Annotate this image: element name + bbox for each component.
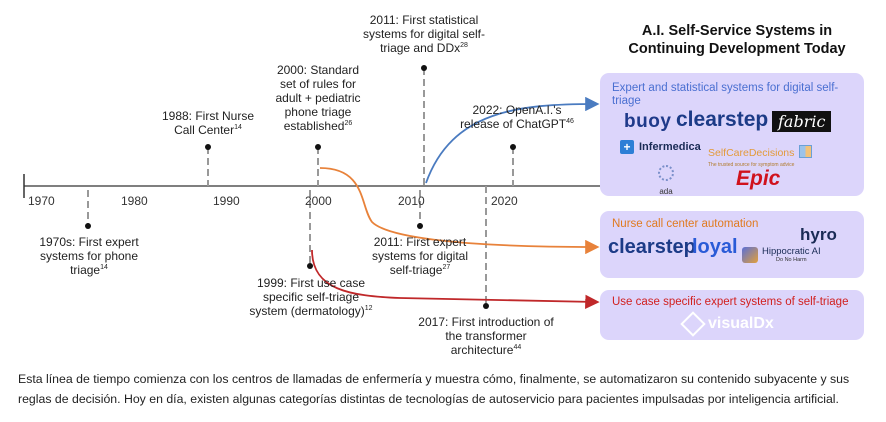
dot-1988 (205, 144, 211, 150)
event-ref: 14 (234, 124, 242, 131)
panel-digital-self-triage: Expert and statistical systems for digit… (600, 73, 864, 196)
ada-label: ada (659, 187, 673, 196)
hippocratic-icon (742, 246, 758, 263)
event-ref: 44 (513, 344, 522, 351)
hippocratic-label: Hippocratic AI (762, 246, 821, 257)
event-ref: 27 (442, 264, 451, 271)
visualdx-label: visualDx (708, 315, 774, 332)
timeline-diagram: 1970 1980 1990 2000 2010 2020 1970s: Fir… (23, 13, 864, 357)
event-ref: 26 (344, 120, 353, 127)
scd-label: SelfCareDecisions (708, 147, 795, 159)
clearstep-logo: clearstep (676, 108, 769, 131)
fabric-logo: fabric (772, 111, 832, 132)
event-1999: 1999: First use case specific self-triag… (248, 276, 374, 318)
year-label: 2010 (398, 194, 425, 208)
panel-label: Nurse call center automation (612, 218, 759, 230)
buoy-logo: buoy (624, 111, 672, 132)
hippocratic-tagline: Do No Harm (776, 257, 807, 263)
event-2011a: 2011: First statistical systems for digi… (362, 13, 486, 55)
event-text: 2011: First expert systems for digital s… (371, 235, 469, 277)
panel-use-case-specific: Use case specific expert systems of self… (600, 290, 864, 340)
dot-2017 (483, 303, 489, 309)
hippocratic-logo: Hippocratic AI Do No Harm (742, 246, 821, 263)
year-label: 2020 (491, 194, 518, 208)
infermedica-label: Infermedica (639, 141, 701, 153)
blue-arrow (425, 96, 600, 184)
event-1970s: 1970s: First expert systems for phone tr… (30, 235, 148, 277)
visualdx-logo: visualDx (680, 311, 774, 337)
timeline-graphics (23, 65, 600, 309)
event-text: 2017: First introduction of the transfor… (418, 315, 554, 357)
panel-label: Use case specific expert systems of self… (612, 296, 849, 308)
event-text: 2011: First statistical systems for digi… (362, 13, 486, 55)
epic-logo: Epic (736, 167, 781, 190)
event-text: 1988: First Nurse Call Center (161, 109, 255, 137)
figure-caption: Esta línea de tiempo comienza con los ce… (18, 372, 850, 406)
event-text: 1970s: First expert systems for phone tr… (39, 235, 139, 277)
ada-logo: ada (658, 165, 674, 199)
event-ref: 46 (566, 118, 574, 125)
visualdx-icon (680, 311, 706, 337)
scd-grid-icon (798, 145, 812, 159)
event-2017: 2017: First introduction of the transfor… (412, 315, 560, 357)
year-label: 1970 (28, 194, 55, 208)
scd-tagline: The trusted source for symptom advice (708, 162, 795, 168)
infermedica-logo: + Infermedica (620, 140, 701, 154)
dot-1970s (85, 223, 91, 229)
diagram-title: A.I. Self-Service Systems in Continuing … (628, 23, 846, 57)
ada-icon (658, 165, 674, 181)
year-label: 1990 (213, 194, 240, 208)
year-label: 2000 (305, 194, 332, 208)
orange-arrow (319, 167, 600, 255)
event-1988: 1988: First Nurse Call Center14 (150, 109, 266, 137)
event-ref: 28 (460, 42, 468, 49)
event-text: 1999: First use case specific self-triag… (249, 276, 366, 318)
dot-2011a (421, 65, 427, 71)
event-2022: 2022: OpenA.I.'s release of ChatGPT46 (458, 103, 576, 131)
hyro-logo: hyro (800, 225, 837, 244)
selfcaredecisions-logo: SelfCareDecisions The trusted source for… (708, 143, 812, 168)
event-ref: 14 (100, 264, 108, 271)
red-arrow (311, 249, 600, 309)
dot-2000 (315, 144, 321, 150)
panel-label: Expert and statistical systems for digit… (612, 82, 839, 107)
loyal-logo: loyal (692, 236, 738, 258)
event-2000: 2000: Standard set of rules for adult + … (268, 63, 368, 133)
panel-nurse-call-center: Nurse call center automation clearstep l… (600, 211, 864, 278)
year-label: 1980 (121, 194, 148, 208)
event-text: 2000: Standard set of rules for adult + … (275, 63, 361, 133)
dot-2022 (510, 144, 516, 150)
dot-1999 (307, 263, 313, 269)
event-text: 2022: OpenA.I.'s release of ChatGPT (460, 103, 567, 131)
event-ref: 12 (364, 305, 373, 312)
plus-icon: + (620, 140, 634, 154)
clearstep-logo: clearstep (608, 236, 696, 258)
event-2011b: 2011: First expert systems for digital s… (366, 235, 474, 277)
dot-2011b (417, 223, 423, 229)
